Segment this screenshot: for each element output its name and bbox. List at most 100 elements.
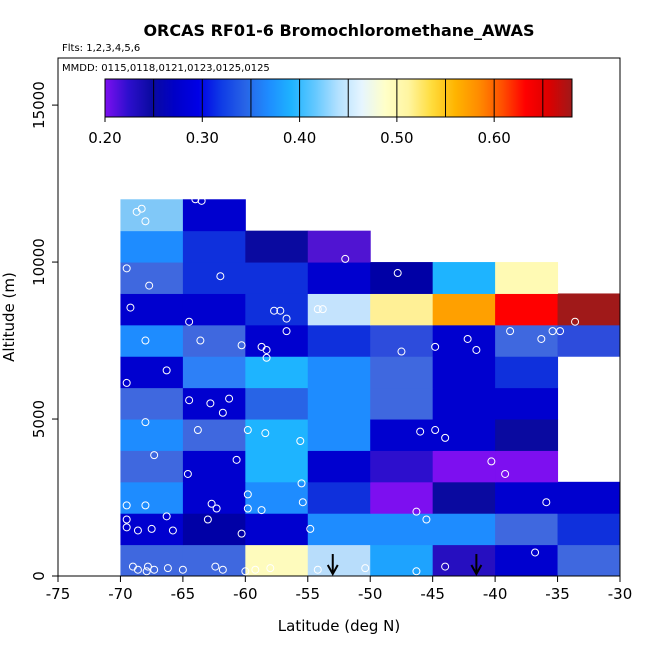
arrow-marker: [326, 554, 339, 577]
heatmap-cell: [120, 230, 184, 263]
y-axis: 0 5000 10000 15000: [30, 81, 58, 581]
heatmap-cells: [120, 199, 621, 577]
sample-point: [556, 327, 565, 336]
sample-point: [397, 347, 406, 356]
heatmap-cell: [370, 544, 434, 577]
heatmap-cell: [432, 293, 496, 326]
sample-point: [196, 336, 205, 345]
heatmap-cell: [557, 324, 621, 357]
sample-point: [571, 317, 580, 326]
arrow-marker: [470, 554, 483, 577]
sample-point: [232, 455, 241, 464]
sample-point: [133, 526, 142, 535]
x-tick-label: -45: [420, 585, 445, 603]
sample-point: [531, 548, 540, 557]
heatmap-cell: [120, 419, 184, 451]
sample-point: [361, 564, 370, 573]
heatmap-cell: [120, 199, 184, 232]
heatmap-cell: [245, 324, 309, 357]
sample-point: [270, 306, 279, 315]
heatmap-cell: [370, 356, 434, 389]
y-tick-label: 10000: [30, 238, 48, 286]
heatmap-cell: [245, 387, 309, 420]
x-tick-label: -65: [171, 585, 196, 603]
heatmap-cell: [557, 544, 621, 577]
colorbar-tick-label: 0.40: [283, 129, 316, 147]
heatmap-cell: [495, 544, 559, 577]
sample-point: [122, 523, 131, 532]
x-tick-label: -70: [108, 585, 133, 603]
colorbar-tick-label: 0.50: [380, 129, 413, 147]
heatmap-cell: [245, 513, 309, 546]
sample-point: [237, 341, 246, 350]
x-tick-label: -50: [358, 585, 383, 603]
sample-points: [122, 195, 580, 576]
heatmap-cell: [495, 262, 559, 294]
sample-point: [412, 507, 421, 516]
sample-point: [126, 303, 135, 312]
sample-point: [251, 565, 260, 574]
x-tick-label: -55: [296, 585, 321, 603]
sample-point: [150, 565, 159, 574]
heatmap-cell: [370, 324, 434, 357]
sample-point: [313, 305, 322, 314]
heatmap-cell: [307, 481, 371, 514]
heatmap-cell: [557, 513, 621, 546]
sample-point: [441, 433, 450, 442]
heatmap-cell: [182, 230, 246, 263]
y-axis-label: Altitude (m): [0, 272, 18, 362]
sample-point: [142, 567, 151, 576]
heatmap-cell: [182, 419, 246, 451]
heatmap-cell: [495, 481, 559, 514]
sample-point: [162, 512, 171, 521]
sample-point: [143, 562, 152, 571]
sample-point: [122, 378, 131, 387]
heatmap-cell: [120, 387, 184, 420]
heatmap-cell: [307, 356, 371, 389]
sample-point: [441, 562, 450, 571]
arrows: [326, 554, 483, 577]
heatmap-cell: [120, 262, 184, 294]
sample-point: [206, 399, 215, 408]
heatmap-cell: [182, 356, 246, 389]
colorbar-gradient: [104, 78, 573, 118]
sample-point: [282, 314, 291, 323]
sample-point: [296, 437, 305, 446]
sample-point: [243, 504, 252, 513]
sample-point: [218, 408, 227, 417]
heatmap-cell: [495, 324, 559, 357]
sample-point: [212, 504, 221, 513]
sample-point: [472, 345, 481, 354]
y-tick-label: 15000: [30, 81, 48, 129]
sample-point: [262, 345, 271, 354]
sample-point: [243, 490, 252, 499]
heatmap-cell: [495, 356, 559, 389]
flights-label: Flts: 1,2,3,4,5,6: [62, 43, 140, 54]
sample-point: [141, 336, 150, 345]
sample-point: [207, 499, 216, 508]
sample-point: [168, 526, 177, 535]
sample-point: [162, 366, 171, 375]
sample-point: [218, 565, 227, 574]
heatmap-cell: [557, 293, 621, 326]
colorbar: 0.20 0.30 0.40 0.50 0.60: [88, 78, 573, 147]
heatmap-cell: [495, 387, 559, 420]
y-tick-label: 5000: [30, 400, 48, 438]
sample-point: [393, 269, 402, 278]
heatmap-cell: [120, 544, 184, 577]
heatmap-cell: [182, 544, 246, 577]
sample-point: [257, 506, 266, 515]
sample-point: [145, 281, 154, 290]
x-axis-label: Latitude (deg N): [278, 617, 400, 635]
sample-point: [416, 427, 425, 436]
sample-point: [133, 565, 142, 574]
sample-point: [141, 217, 150, 226]
heatmap-cell: [182, 513, 246, 546]
heatmap-cell: [182, 324, 246, 357]
sample-point: [412, 567, 421, 576]
sample-point: [298, 498, 307, 507]
heatmap-cell: [120, 356, 184, 389]
heatmap-cell: [245, 356, 309, 389]
heatmap-cell: [182, 450, 246, 483]
